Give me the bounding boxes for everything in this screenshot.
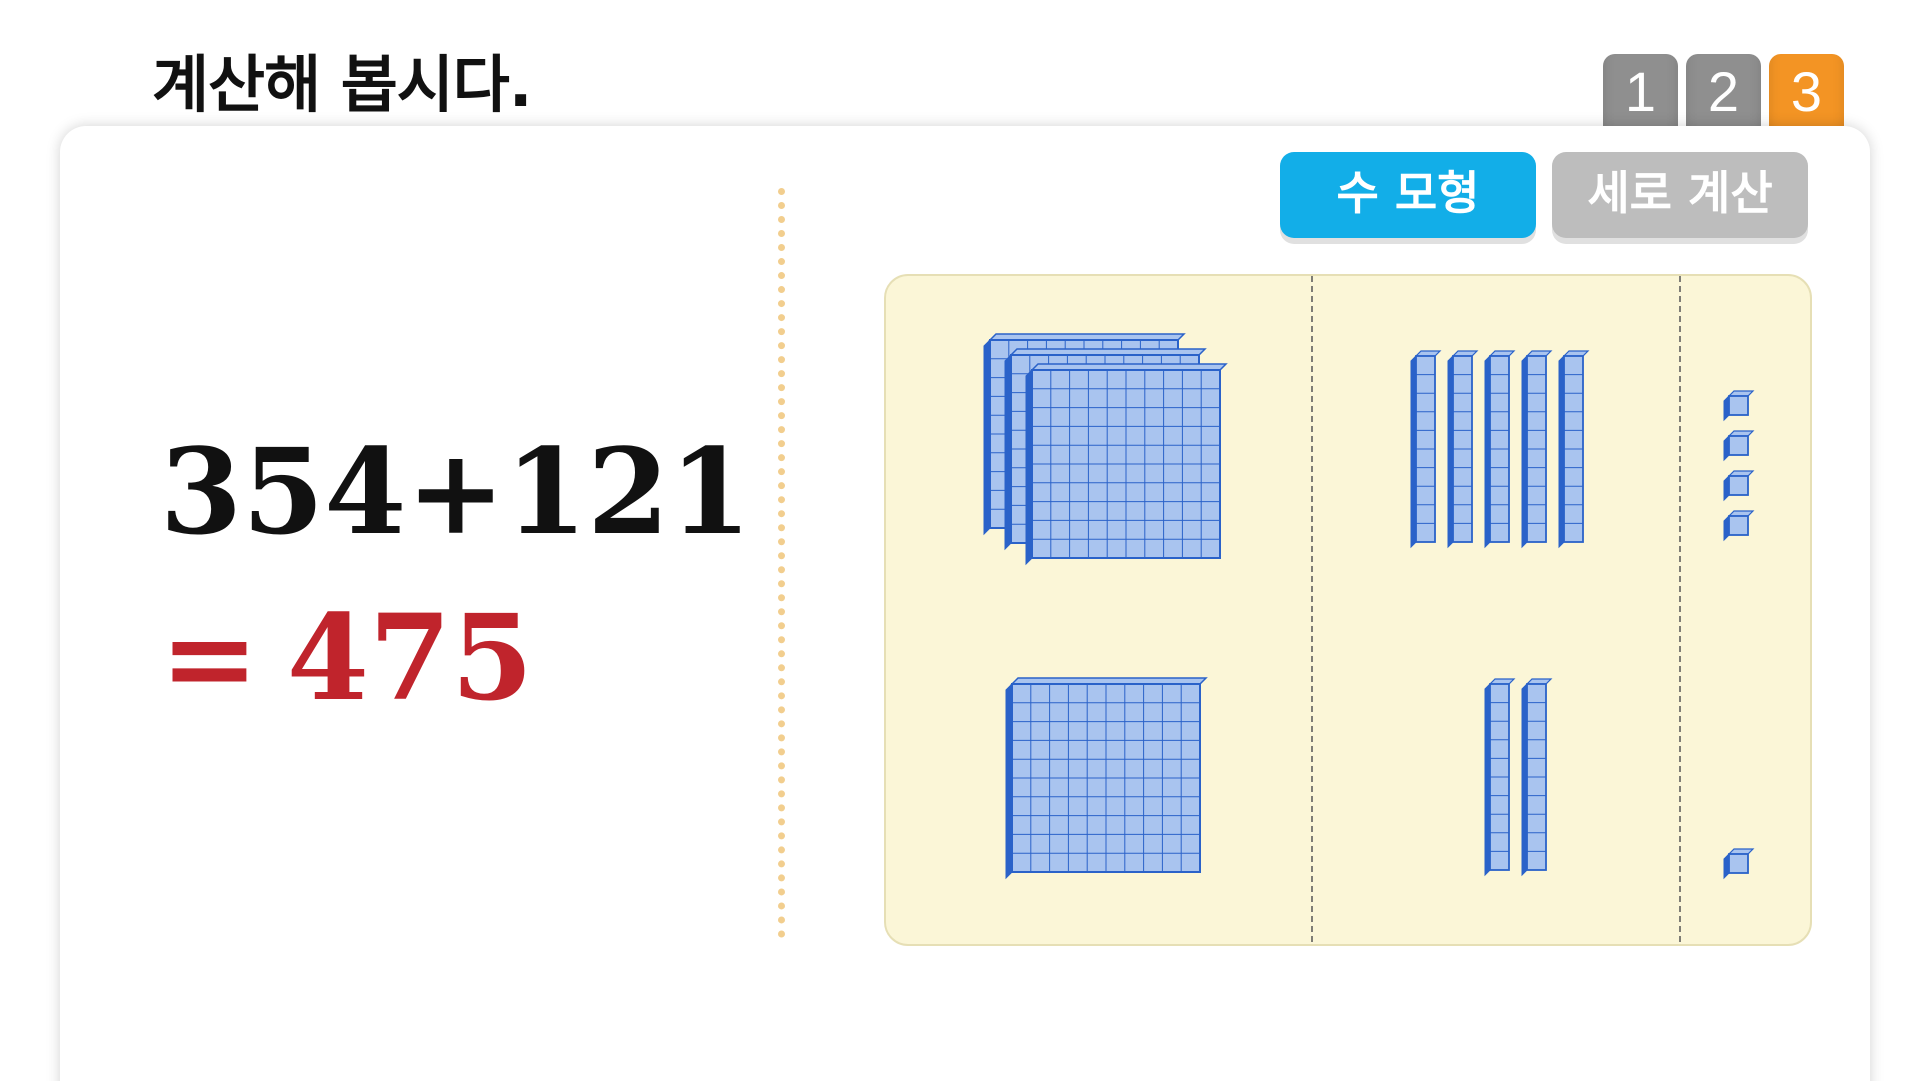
instruction-title: 계산해 봅시다. bbox=[152, 48, 532, 121]
ten-rod-block bbox=[1484, 678, 1516, 877]
one-unit-cube bbox=[1723, 848, 1755, 880]
ten-rod-block bbox=[1447, 350, 1479, 549]
ten-rod-block bbox=[1410, 350, 1442, 549]
number-model-button[interactable]: 수 모형 bbox=[1280, 152, 1536, 238]
base-ten-blocks bbox=[983, 276, 1755, 944]
one-unit-cube bbox=[1723, 430, 1755, 462]
equation-expression: 354+121 bbox=[160, 422, 752, 561]
hundred-flat-block bbox=[1005, 677, 1208, 880]
ten-rod-block bbox=[1521, 350, 1553, 549]
ten-rod-block bbox=[1521, 678, 1553, 877]
vertical-calc-button[interactable]: 세로 계산 bbox=[1552, 152, 1808, 238]
answer-value: 475 bbox=[286, 588, 534, 727]
one-unit-cube bbox=[1723, 510, 1755, 542]
equation-answer-line: = 475 bbox=[160, 588, 533, 727]
dotted-divider bbox=[778, 188, 785, 938]
ten-rod-block bbox=[1558, 350, 1590, 549]
equals-sign: = bbox=[160, 588, 259, 727]
one-unit-cube bbox=[1723, 470, 1755, 502]
problem-card: 354+121 = 475 수 모형 세로 계산 bbox=[60, 126, 1870, 1081]
base-ten-board bbox=[884, 274, 1812, 946]
one-unit-cube bbox=[1723, 390, 1755, 422]
ten-rod-block bbox=[1484, 350, 1516, 549]
hundred-flat-block bbox=[1025, 363, 1228, 566]
